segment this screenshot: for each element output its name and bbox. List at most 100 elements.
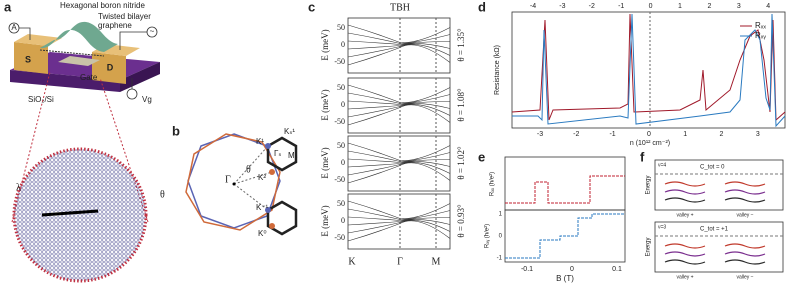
panel-c: c TBH 50 0 -50 E (meV) θ = 1.35° 50 0 -50 E (meV… [308, 0, 466, 267]
x-axis-label: n (10¹² cm⁻²) [630, 140, 670, 147]
plot-frame [504, 156, 626, 211]
substrate-label: SiO₂/Si [28, 95, 54, 104]
band-sketch [664, 259, 766, 265]
rxx-curve [511, 13, 786, 122]
schematic-frame [654, 159, 784, 211]
top-tick-label: 2 [707, 3, 711, 10]
band-sketch [664, 251, 766, 257]
x-tick-label: 0 [647, 131, 651, 138]
band-curves [347, 142, 451, 184]
drain-block [92, 52, 126, 84]
rxx-trace [505, 175, 625, 204]
x-tick-label: 0 [570, 266, 574, 273]
panel-b: b Γ K¹ K² K⁻¹ K⁰ Kₛ¹ Γₛ Mₛ θ [172, 123, 298, 238]
k-label: K¹ [256, 137, 264, 146]
tbg-label: graphene [98, 21, 132, 30]
plot-frame [347, 135, 451, 192]
rxy-trace [505, 213, 625, 259]
graphene [39, 49, 105, 57]
x-tick-label: -0.1 [521, 266, 533, 273]
y-tick-label: 0 [499, 234, 503, 240]
plot-frame [347, 193, 451, 250]
y-axis-label: Energy [646, 175, 652, 194]
panel-label: d [478, 0, 486, 14]
y-axis-label: E (meV) [320, 147, 330, 178]
panel-a: a A ~ S D Vg Gate SiO₂/Si Hexagonal boro… [4, 0, 165, 283]
legend-label: Rₓₓ [755, 21, 766, 30]
y-tick-label: 0 [341, 40, 345, 49]
x-tick-label: 0.1 [612, 266, 622, 273]
band-sketch [664, 189, 766, 195]
panel-e: e Rₓₓ (h/e²) Rₓᵧ (h/e²) B (T) 1 0 -1 -0.1 0 0… [478, 149, 626, 283]
y-tick-label: -50 [334, 233, 345, 242]
band-curves [347, 24, 451, 66]
y-axis-label: Rₓᵧ (h/e²) [485, 224, 491, 248]
tbg-label: Twisted bilayer [98, 12, 151, 21]
x-tick-label: Γ [397, 256, 403, 267]
k-label: K⁻¹ [256, 203, 269, 212]
panel-label: c [308, 0, 315, 14]
y-axis-label: E (meV) [320, 29, 330, 60]
top-tick-label: 3 [737, 3, 741, 10]
theta-label: θ = 1.02° [456, 146, 466, 180]
band-curves [347, 84, 451, 126]
x-tick-label: M [432, 256, 441, 267]
y-tick-label: -50 [334, 175, 345, 184]
y-tick-label: 0 [341, 216, 345, 225]
top-tick-label: -1 [618, 3, 624, 10]
y-tick-label: 1 [499, 212, 503, 218]
y-tick-label: 0 [341, 100, 345, 109]
mini-bz [266, 136, 298, 172]
substrate-side [120, 62, 160, 92]
k-point [269, 223, 275, 229]
valley-label: valley − [736, 212, 753, 218]
vg-label: Vg [142, 95, 152, 104]
y-tick-label: -50 [334, 57, 345, 66]
y-tick-label: -1 [497, 256, 503, 262]
top-tick-label: -2 [589, 3, 595, 10]
band-curves [347, 200, 451, 242]
lambda-label: λ [16, 182, 21, 193]
source-label: S [25, 54, 31, 64]
y-tick-label: 50 [337, 83, 345, 92]
y-axis-label: E (meV) [320, 89, 330, 120]
theta-label: θ [160, 189, 165, 200]
plot-frame [347, 17, 451, 74]
x-tick-label: -3 [537, 131, 543, 138]
gate-source [126, 88, 138, 100]
x-tick-label: -2 [573, 131, 579, 138]
mini-bz [266, 200, 298, 236]
y-axis-label: Energy [646, 237, 652, 256]
top-tick-label: 0 [649, 3, 653, 10]
hbn-layer [40, 21, 118, 52]
schematic-frame [654, 221, 784, 273]
chern-label: C_tot = 0 [700, 165, 725, 171]
gate [58, 56, 100, 66]
k-point [265, 143, 271, 149]
panel-label: a [4, 0, 12, 14]
y-tick-label: -50 [334, 117, 345, 126]
gamma-label: Γ [225, 174, 231, 185]
hbn-label: Hexagonal boron nitride [60, 1, 145, 10]
filling-label: ν=3 [658, 224, 666, 230]
x-tick-label: K [348, 256, 356, 267]
k-label: K⁰ [258, 229, 267, 238]
panel-d: d Rₓₓ Rₓᵧ Resistance (kΩ) n (10¹² cm⁻²) … [478, 0, 786, 147]
ac-label: ~ [150, 27, 155, 36]
band-sketch [664, 243, 766, 249]
gate-label: Gate [80, 73, 98, 82]
top-tick-label: -4 [530, 3, 536, 10]
band-sketch [664, 181, 766, 187]
drain-label: D [107, 62, 114, 72]
moire-lattice [12, 147, 148, 283]
top-tick-label: 4 [766, 3, 770, 10]
panel-f: f ν=4 C_tot = 0 Energy valley + valley − ν=3 C… [640, 149, 784, 280]
moire-period [41, 209, 99, 217]
filling-label: ν=4 [658, 162, 666, 168]
theta-label: θ [246, 164, 251, 175]
ks-label: Kₛ¹ [284, 127, 295, 136]
valley-label: valley + [676, 274, 693, 280]
y-axis-label: Resistance (kΩ) [494, 45, 501, 95]
panel-label: f [640, 149, 645, 164]
